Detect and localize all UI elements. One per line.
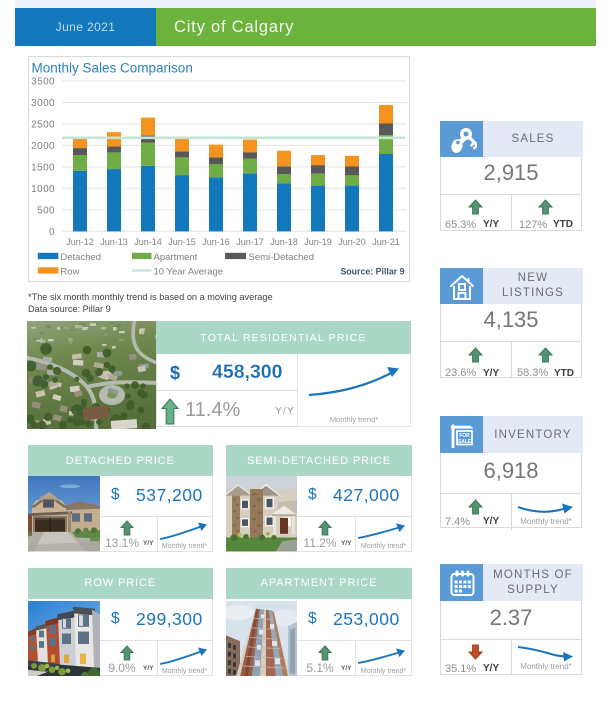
svg-text:Semi-Detached: Semi-Detached (249, 252, 314, 263)
svg-text:3000: 3000 (31, 98, 55, 109)
svg-text:Jun-13: Jun-13 (100, 237, 128, 247)
svg-text:FOR: FOR (459, 433, 470, 439)
svg-text:Apartment: Apartment (154, 252, 198, 263)
svg-text:1000: 1000 (31, 184, 55, 195)
svg-text:Jun-20: Jun-20 (338, 237, 366, 247)
svg-text:Jun-15: Jun-15 (168, 237, 196, 247)
svg-text:3500: 3500 (31, 77, 55, 88)
svg-text:10 Year Average: 10 Year Average (154, 267, 224, 278)
svg-text:Jun-12: Jun-12 (66, 237, 94, 247)
svg-text:1500: 1500 (31, 162, 55, 173)
svg-text:Row: Row (60, 267, 79, 278)
svg-text:Jun-19: Jun-19 (304, 237, 332, 247)
svg-text:Detached: Detached (60, 252, 101, 263)
svg-text:Jun-21: Jun-21 (372, 237, 400, 247)
svg-text:2000: 2000 (31, 141, 55, 152)
svg-text:0: 0 (49, 227, 55, 238)
svg-text:Jun-14: Jun-14 (134, 237, 162, 247)
svg-text:2500: 2500 (31, 119, 55, 130)
svg-text:500: 500 (37, 205, 55, 216)
svg-text:Source: Pillar 9: Source: Pillar 9 (340, 267, 404, 277)
svg-text:Jun-16: Jun-16 (202, 237, 230, 247)
svg-text:Jun-17: Jun-17 (236, 237, 264, 247)
svg-text:Jun-18: Jun-18 (270, 237, 298, 247)
svg-text:Monthly Sales Comparison: Monthly Sales Comparison (32, 61, 193, 76)
svg-text:SALE: SALE (458, 439, 472, 445)
